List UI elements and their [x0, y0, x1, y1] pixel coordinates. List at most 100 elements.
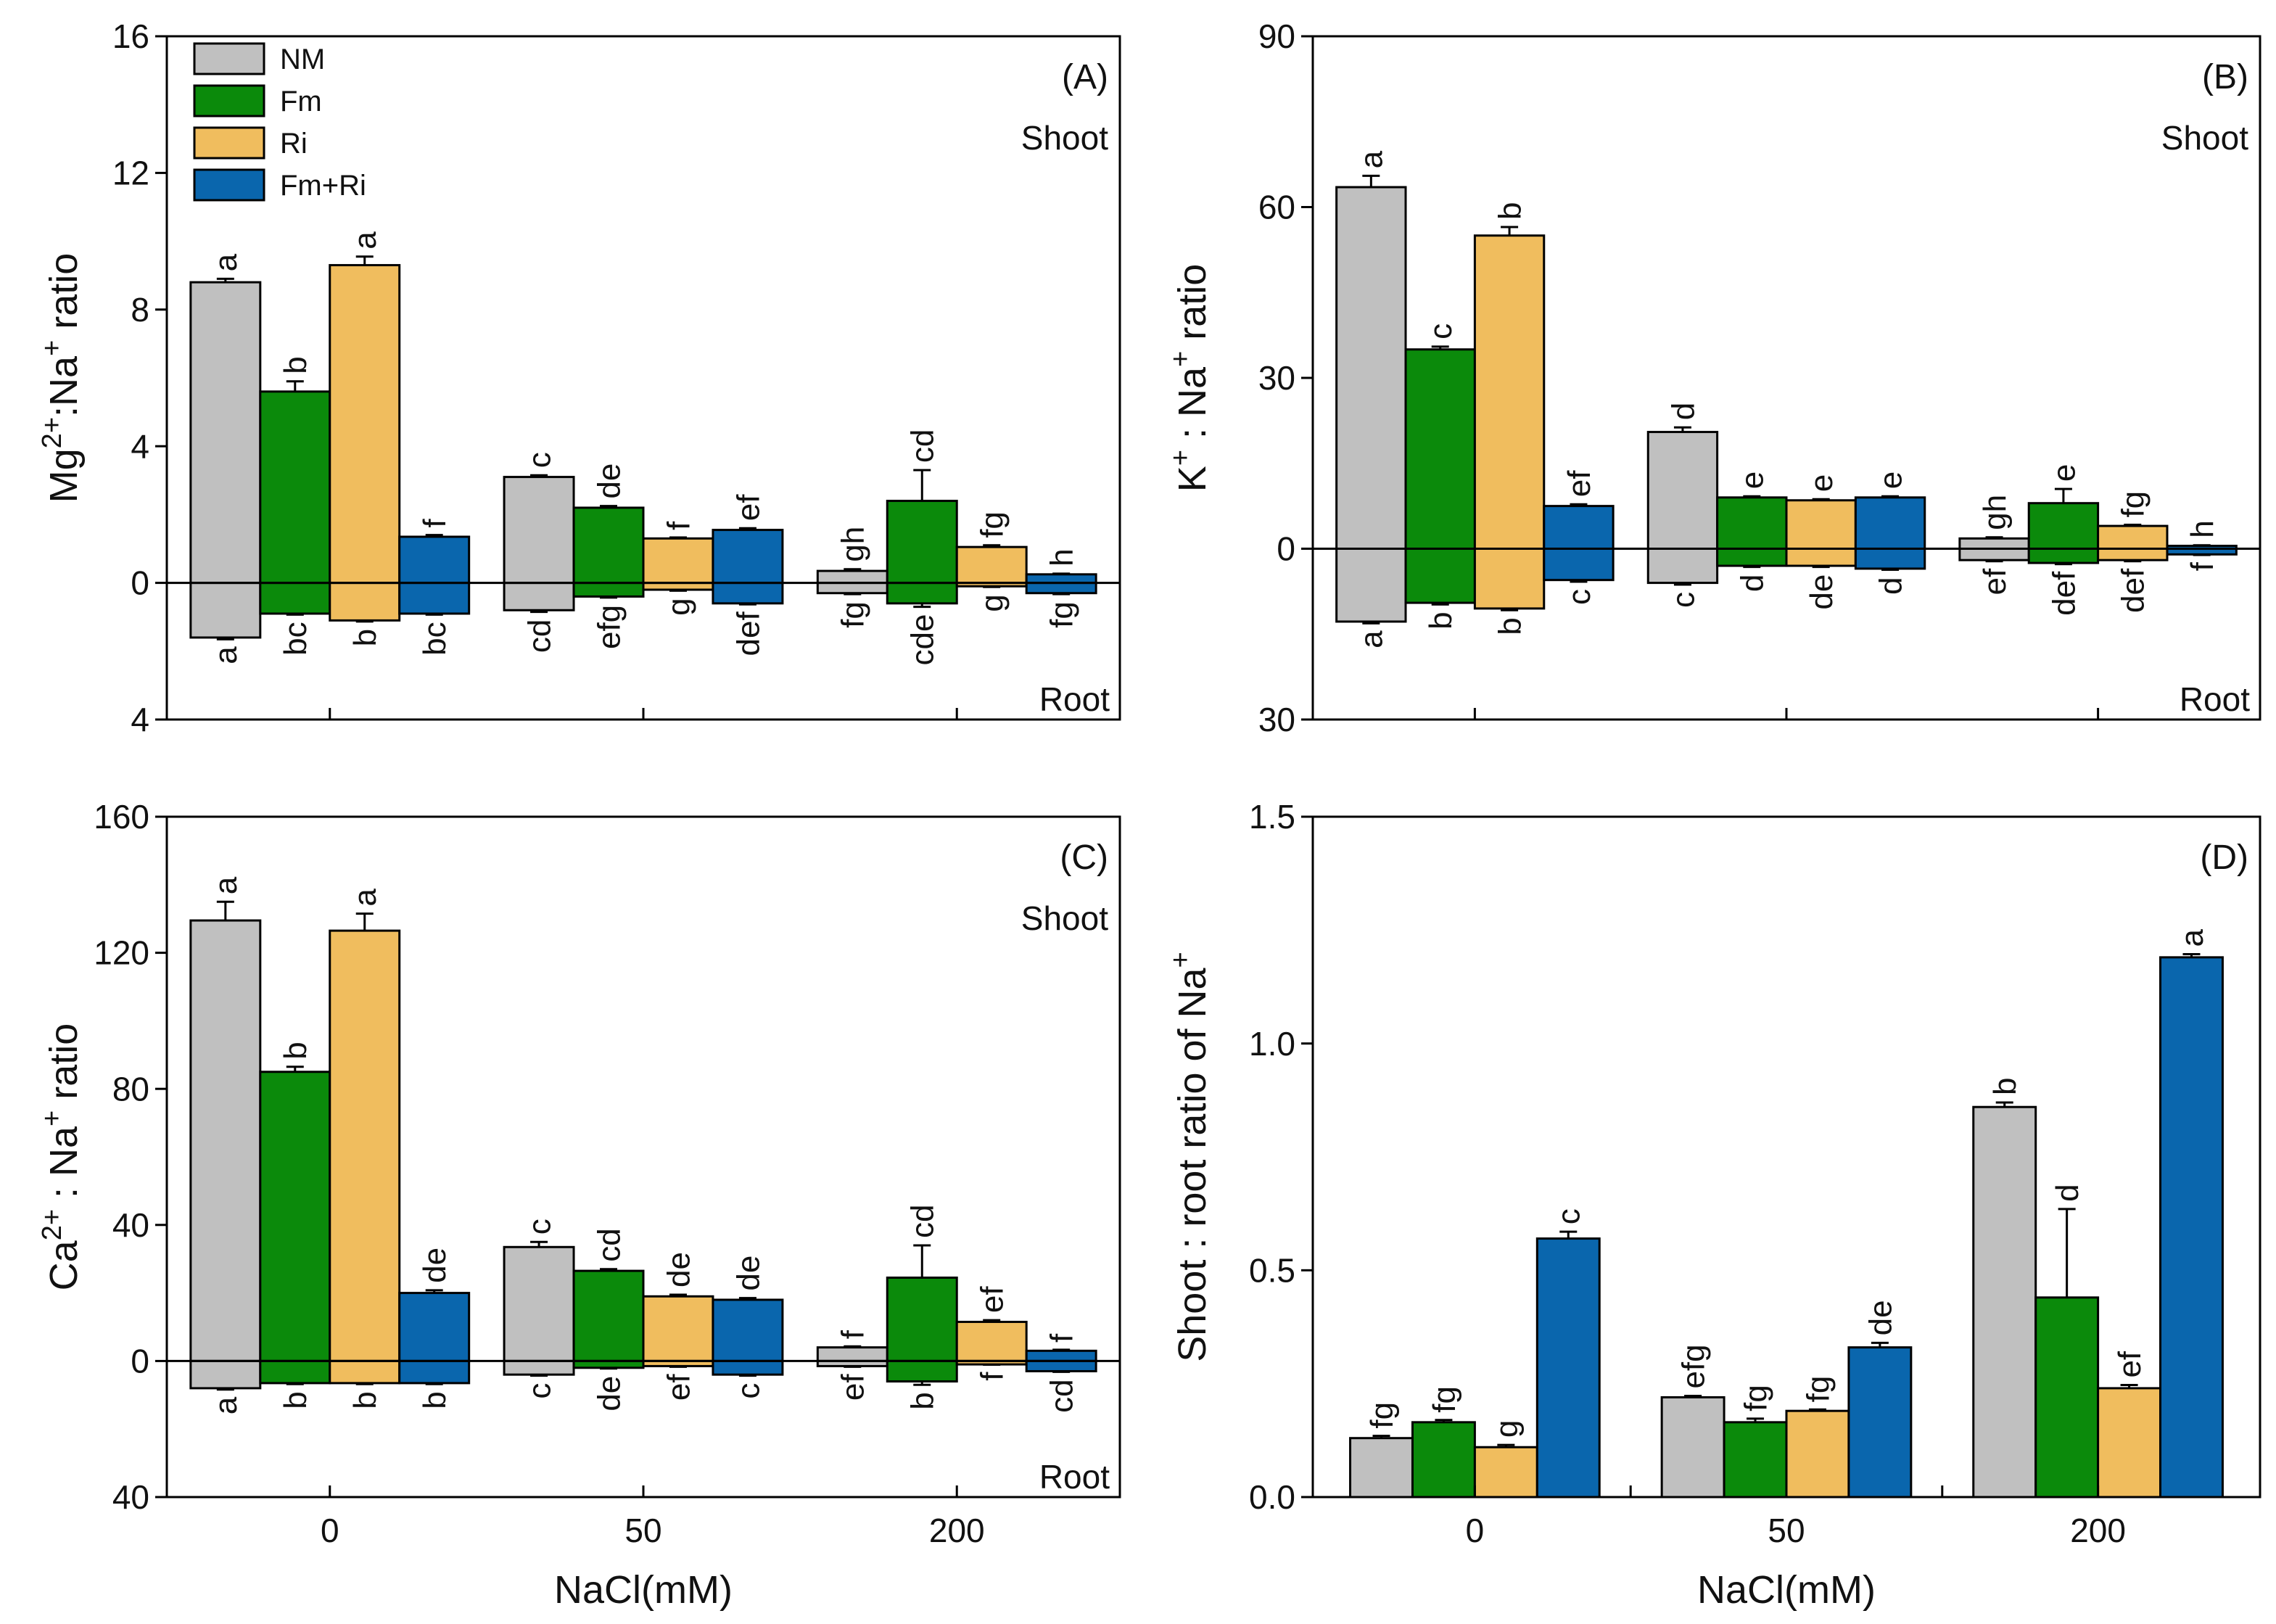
letter-fm-50-root: d [1735, 574, 1770, 592]
letter-ri-50-root: de [1804, 574, 1839, 610]
bar-fm-200-value [2034, 1296, 2100, 1499]
letter-fm-ri-50-root: d [1873, 577, 1908, 595]
bar-fm-200-root [886, 582, 958, 605]
letter-nm-200-shoot: f [836, 1330, 871, 1339]
letter-fm-50-shoot: de [591, 463, 627, 499]
y-axis-title-text: ratio [42, 253, 86, 340]
bar-ri-0-root [329, 582, 401, 622]
panel-label: (A) [1062, 58, 1108, 96]
bar-nm-50-shoot [503, 1245, 575, 1362]
bar-nm-200-shoot [816, 569, 888, 585]
bar-nm-50-root [503, 1359, 575, 1376]
letter-fm-200-value: d [2050, 1184, 2085, 1201]
y-axis-title-superscript: + [37, 1110, 67, 1126]
bar-fm-ri-0-root [1543, 548, 1615, 582]
bar-ri-0-root [1473, 548, 1546, 610]
letter-nm-0-value: fg [1364, 1402, 1400, 1429]
bar-fm-200-root [886, 1359, 958, 1383]
letter-fm-ri-200-value: a [2174, 928, 2210, 947]
letter-nm-50-root: cd [521, 619, 557, 653]
legend-label-fm: Fm [280, 86, 322, 118]
shoot-note: Shoot [1021, 899, 1108, 937]
bar-nm-0-root [189, 1359, 262, 1390]
bar-fm-ri-0-value [1535, 1237, 1601, 1499]
bar-nm-0-root [189, 582, 262, 639]
bar-fm-ri-50-root [1854, 548, 1926, 570]
letter-fm-ri-0-value: c [1551, 1208, 1587, 1224]
bar-nm-0-shoot [189, 281, 262, 585]
y-axis-title-text: : Na [1171, 366, 1214, 450]
bar-fm-200-root [2027, 548, 2100, 564]
x-axis-title: NaCl(mM) [554, 1568, 733, 1612]
letter-ri-0-root: b [347, 629, 383, 646]
y-axis-title-text: : Na [42, 1126, 86, 1209]
letter-fm-ri-200-shoot: h [1044, 548, 1080, 566]
bar-nm-200-value [1972, 1105, 2037, 1499]
y-tick-label: 30 [1258, 701, 1295, 738]
x-tick-label-200: 200 [2070, 1512, 2126, 1549]
shoot-note: Shoot [2161, 119, 2248, 157]
letter-fm-0-root: b [1423, 611, 1459, 629]
bar-fm-50-value [1723, 1421, 1788, 1499]
bar-fm-50-shoot [572, 1269, 645, 1362]
letter-fm-0-shoot: b [278, 1042, 313, 1059]
bar-fm-50-root [572, 582, 645, 598]
y-tick-label: 4 [131, 701, 149, 738]
y-tick-label: 80 [112, 1070, 149, 1108]
y-tick-label: 40 [112, 1478, 149, 1516]
letter-ri-0-shoot: b [1492, 202, 1527, 219]
letter-fm-200-root: b [905, 1392, 941, 1409]
plot-frame [165, 35, 1121, 721]
letter-fm-ri-0-root: b [417, 1391, 453, 1409]
bar-fm-50-shoot [572, 506, 645, 585]
letter-ri-200-shoot: ef [975, 1286, 1010, 1313]
bar-nm-200-shoot [816, 1346, 888, 1362]
legend-swatch-fm-ri [193, 168, 265, 202]
x-tick-label-50: 50 [1768, 1512, 1805, 1549]
bar-nm-0-value [1349, 1437, 1414, 1499]
bar-fm-200-shoot [886, 1276, 958, 1362]
bar-fm-200-shoot [886, 500, 958, 585]
letter-nm-200-shoot: gh [836, 527, 871, 562]
bar-fm-ri-200-value [2159, 956, 2224, 1499]
bar-ri-50-root [1785, 548, 1857, 567]
y-tick-label: 12 [112, 154, 149, 192]
letter-ri-0-shoot: a [347, 889, 383, 907]
bar-fm-ri-0-shoot [1543, 505, 1615, 550]
letter-ri-200-shoot: fg [2116, 491, 2151, 518]
bar-ri-0-shoot [329, 264, 401, 585]
letter-ri-50-shoot: e [1804, 474, 1839, 492]
y-tick-label: 60 [1258, 189, 1295, 226]
bar-ri-0-shoot [329, 929, 401, 1362]
letter-nm-0-root: a [208, 646, 244, 664]
letter-ri-50-root: ef [661, 1374, 696, 1401]
y-tick-label: 160 [94, 798, 149, 836]
letter-ri-200-root: f [975, 1372, 1010, 1381]
bar-ri-200-root [2097, 548, 2169, 561]
bar-fm-ri-50-root [712, 1359, 784, 1376]
y-tick-label: 4 [131, 427, 149, 465]
letter-fm-0-shoot: c [1423, 323, 1459, 339]
y-tick-label: 120 [94, 934, 149, 972]
y-axis-title-superscript: + [1166, 351, 1196, 367]
letter-fm-50-root: de [591, 1376, 627, 1411]
bar-fm-0-root [259, 1359, 331, 1385]
bar-ri-200-shoot [2097, 524, 2169, 550]
bar-fm-ri-50-shoot [712, 529, 784, 585]
legend: NM Fm Ri Fm+Ri [193, 42, 366, 202]
letter-fm-ri-200-root: cd [1044, 1379, 1080, 1412]
letter-nm-50-root: c [521, 1383, 557, 1399]
panel-a: aaccdghfgbbcdeefgcdcdeabfgfggfbcefdefhfg… [37, 17, 1121, 738]
bar-fm-ri-50-shoot [712, 1298, 784, 1362]
shoot-note: Shoot [1021, 119, 1108, 157]
bar-ri-50-shoot [642, 537, 714, 585]
panel-label: (B) [2202, 58, 2248, 96]
y-axis-title: Mg2+:Na+ ratio [37, 253, 86, 503]
bar-fm-0-shoot [1404, 348, 1476, 550]
x-tick-label-50: 50 [624, 1512, 661, 1549]
bar-fm-0-shoot [259, 1071, 331, 1362]
letter-nm-0-shoot: a [208, 253, 244, 271]
bar-fm-ri-200-shoot [1025, 573, 1097, 585]
bar-nm-200-root [816, 582, 888, 595]
